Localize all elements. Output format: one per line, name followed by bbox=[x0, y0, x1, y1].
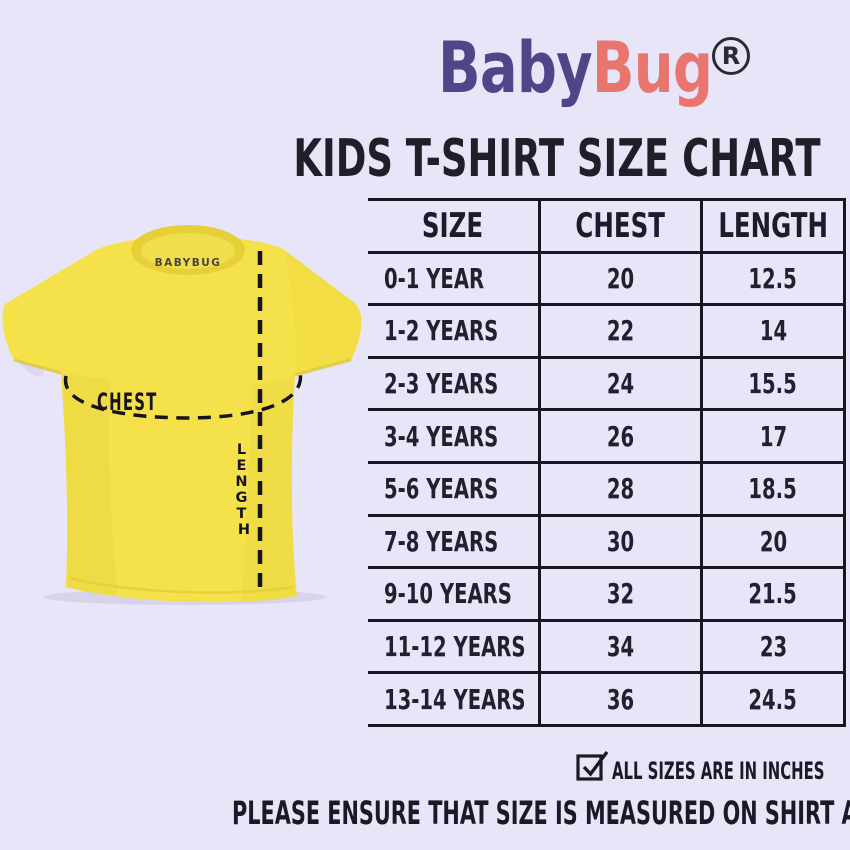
wrinkle bbox=[94, 493, 236, 507]
table-row: 11-12 YEARS 34 23 bbox=[368, 621, 843, 675]
cell-chest: 24 bbox=[606, 367, 635, 401]
header-size: SIZE bbox=[422, 205, 484, 246]
cell-length: 24.5 bbox=[748, 682, 798, 716]
page-title: KIDS T-SHIRT SIZE CHART bbox=[293, 129, 821, 189]
bottom-hem-stitch bbox=[69, 576, 295, 594]
header-chest: CHEST bbox=[575, 205, 666, 246]
cell-chest: 30 bbox=[606, 524, 635, 558]
cell-chest: 28 bbox=[606, 472, 635, 506]
cell-length: 12.5 bbox=[748, 261, 798, 295]
cell-size: 11-12 YEARS bbox=[384, 630, 526, 664]
collar-inside bbox=[141, 233, 235, 269]
length-label: L E N G T H bbox=[235, 442, 252, 538]
cell-size: 0-1 YEAR bbox=[384, 261, 485, 295]
tshirt-illustration: BABYBUG CHEST L E N G T H bbox=[2, 225, 362, 605]
cell-length: 15.5 bbox=[748, 367, 798, 401]
chest-label: CHEST bbox=[97, 387, 158, 416]
collar-label: BABYBUG bbox=[155, 257, 222, 269]
cell-length: 18.5 bbox=[748, 472, 798, 506]
cell-size: 2-3 YEARS bbox=[384, 367, 499, 401]
cell-length: 17 bbox=[759, 419, 787, 453]
cell-size: 9-10 YEARS bbox=[384, 577, 512, 611]
cell-size: 5-6 YEARS bbox=[384, 472, 499, 506]
cell-length: 21.5 bbox=[748, 577, 798, 611]
cell-length: 20 bbox=[759, 524, 787, 558]
sleeve-hem-left bbox=[13, 358, 62, 375]
table-row: 2-3 YEARS 24 15.5 bbox=[368, 358, 843, 412]
cell-chest: 26 bbox=[606, 419, 635, 453]
size-chart-table: SIZE CHEST LENGTH 0-1 YEAR 20 12.5 1-2 Y… bbox=[368, 198, 846, 727]
checked-checkbox-icon bbox=[576, 750, 609, 781]
logo-baby: Baby bbox=[438, 27, 593, 109]
cell-chest: 36 bbox=[606, 682, 635, 716]
registered-trademark-icon: R bbox=[712, 37, 750, 75]
measurement-note: PLEASE ENSURE THAT SIZE IS MEASURED ON S… bbox=[232, 794, 850, 832]
units-note: ALL SIZES ARE IN INCHES bbox=[612, 757, 825, 785]
table-row: 0-1 YEAR 20 12.5 bbox=[368, 253, 843, 307]
cell-length: 14 bbox=[759, 314, 787, 348]
chest-measure-line bbox=[63, 371, 303, 420]
table-row: 5-6 YEARS 28 18.5 bbox=[368, 463, 843, 517]
measurement-note-row: PLEASE ENSURE THAT SIZE IS MEASURED ON S… bbox=[0, 797, 850, 829]
cell-chest: 34 bbox=[606, 630, 635, 664]
brand-logo: BabyBug bbox=[438, 33, 713, 103]
table-row: 3-4 YEARS 26 17 bbox=[368, 411, 843, 464]
cell-chest: 32 bbox=[606, 577, 635, 611]
table-row: 7-8 YEARS 30 20 bbox=[368, 516, 843, 570]
table-row: 1-2 YEARS 22 14 bbox=[368, 306, 843, 359]
table-row: 9-10 YEARS 32 21.5 bbox=[368, 569, 843, 622]
cell-chest: 22 bbox=[606, 314, 635, 348]
cell-length: 23 bbox=[759, 630, 787, 664]
table-header-row: SIZE CHEST LENGTH bbox=[368, 201, 843, 254]
shade-sleeve-right bbox=[283, 249, 362, 375]
logo-bug: Bug bbox=[591, 27, 713, 109]
cell-chest: 20 bbox=[606, 261, 635, 295]
cell-size: 7-8 YEARS bbox=[384, 524, 499, 558]
table-row: 13-14 YEARS 36 24.5 bbox=[368, 674, 843, 727]
shade-left bbox=[61, 373, 118, 596]
cell-size: 3-4 YEARS bbox=[384, 419, 499, 453]
sleeve-hem-right bbox=[294, 358, 352, 377]
cell-size: 13-14 YEARS bbox=[384, 682, 526, 716]
header-length: LENGTH bbox=[718, 205, 828, 246]
shade-right bbox=[241, 375, 297, 602]
cell-size: 1-2 YEARS bbox=[384, 314, 499, 348]
